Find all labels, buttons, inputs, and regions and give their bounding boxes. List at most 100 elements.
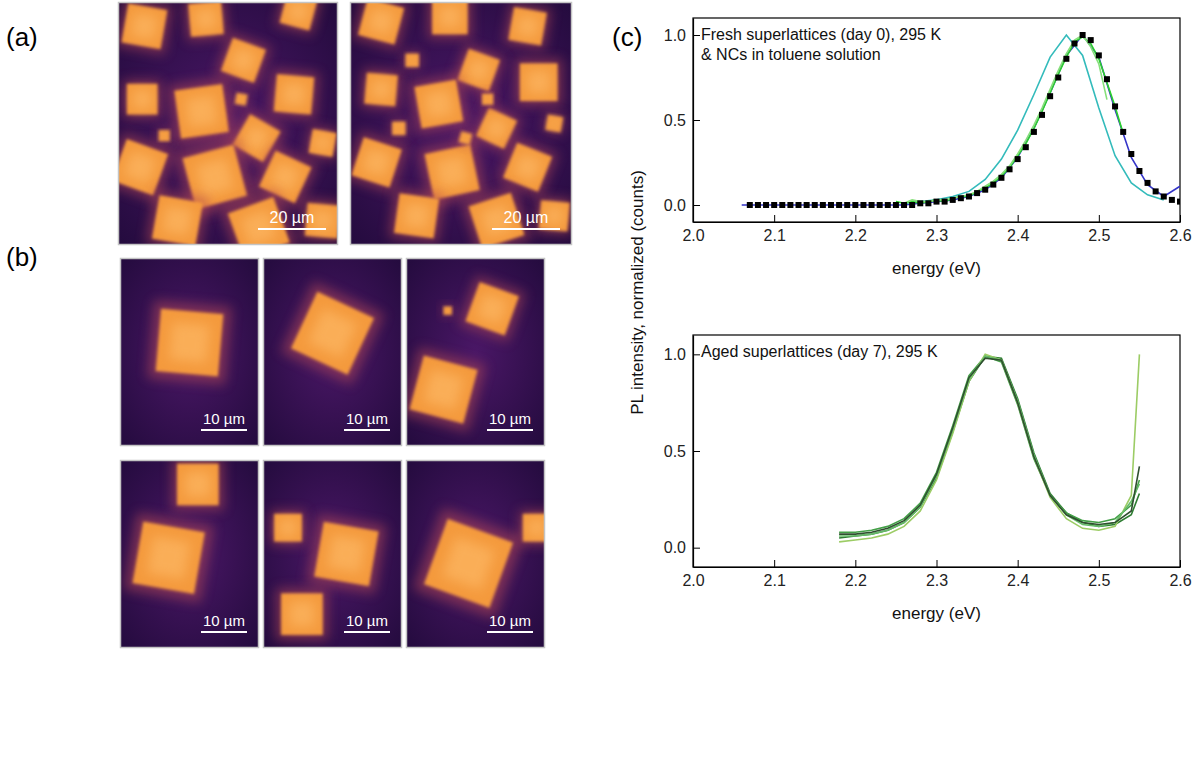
x-tick-label: 2.6 xyxy=(1169,572,1191,589)
crystal-glow xyxy=(409,74,470,135)
y-tick-label: 0.0 xyxy=(664,197,686,214)
data-point xyxy=(925,200,931,206)
data-point xyxy=(787,202,793,208)
x-tick: 2.2 xyxy=(845,560,867,589)
data-point xyxy=(869,202,875,208)
crystal-glow xyxy=(481,92,495,106)
scale-bar xyxy=(344,429,390,431)
y-tick-mark xyxy=(693,451,700,452)
superlattice-crystal xyxy=(276,588,328,640)
superlattice-crystal xyxy=(168,77,236,145)
crystal-core xyxy=(513,153,542,182)
crystal-glow xyxy=(306,514,386,594)
x-tick-label: 2.6 xyxy=(1169,227,1191,244)
crystal-body xyxy=(358,2,404,45)
micrograph-content xyxy=(263,460,402,648)
data-point xyxy=(1161,194,1167,200)
y-axis: 0.0 0.5 1.0 xyxy=(664,19,700,223)
micrograph-border xyxy=(407,461,545,648)
spectrum-line xyxy=(904,35,1164,203)
crystal-glow xyxy=(352,2,409,50)
y-tick: 1.0 xyxy=(664,346,700,363)
x-tick: 2.1 xyxy=(764,560,786,589)
micrograph-background xyxy=(120,460,259,648)
crystal-core xyxy=(237,95,245,103)
spectrum-panel: 2.02.12.22.32.42.52.60.00.51.0Fresh supe… xyxy=(664,18,1192,278)
data-point xyxy=(1096,52,1102,58)
crystal-glow xyxy=(276,588,328,640)
x-axis: 2.02.12.22.32.42.52.6 xyxy=(682,215,1191,244)
x-tick-mark xyxy=(1099,215,1100,222)
scale-bar xyxy=(487,429,533,431)
data-point xyxy=(974,190,980,196)
data-point xyxy=(998,175,1004,181)
crystal-body xyxy=(177,464,219,506)
data-point xyxy=(1120,129,1126,135)
superlattice-crystal xyxy=(233,91,249,107)
x-tick: 2.3 xyxy=(926,215,948,244)
crystal-glow xyxy=(428,2,472,39)
crystal-body xyxy=(156,309,224,377)
crystal-core xyxy=(362,147,392,177)
x-tick-mark xyxy=(774,560,775,567)
micrograph-content xyxy=(118,2,338,245)
crystal-core xyxy=(161,132,168,139)
superlattice-crystal xyxy=(515,59,562,106)
superlattice-crystal xyxy=(269,69,319,119)
crystal-core xyxy=(516,15,539,38)
data-point xyxy=(755,202,761,208)
crystal-glow xyxy=(515,59,562,106)
crystal-glow xyxy=(269,69,319,119)
data-point xyxy=(763,202,769,208)
y-tick-label: 1.0 xyxy=(664,346,686,363)
annotation: Aged superlattices (day 7), 295 K xyxy=(701,343,938,360)
data-point xyxy=(779,202,785,208)
x-tick: 2.3 xyxy=(926,560,948,589)
scale-bar-label: 10 µm xyxy=(203,612,245,629)
plot-area xyxy=(839,354,1139,542)
scale-bar xyxy=(201,631,247,633)
crystal-body xyxy=(424,144,479,199)
crystal-body xyxy=(274,74,315,115)
micrograph-border xyxy=(264,259,402,446)
crystal-body xyxy=(314,522,378,586)
crystal-body xyxy=(424,519,513,608)
crystal-body xyxy=(520,63,558,101)
spectrum-line xyxy=(839,358,1139,534)
y-tick: 0.5 xyxy=(664,112,700,129)
crystal-body xyxy=(392,122,405,135)
superlattice-crystal xyxy=(459,276,525,342)
data-point xyxy=(1039,112,1045,118)
crystal-core xyxy=(242,124,271,153)
crystal-core xyxy=(185,472,210,497)
micrograph-content xyxy=(406,258,545,446)
micrograph: 10 µm xyxy=(263,460,402,648)
panel-label: (a) xyxy=(6,22,38,52)
micrograph: 20 µm xyxy=(345,0,573,255)
plot-frame xyxy=(693,18,1180,222)
y-tick-label: 0.0 xyxy=(664,539,686,556)
superlattice-crystal xyxy=(404,52,421,69)
crystal-body xyxy=(235,93,248,106)
crystal-core xyxy=(403,202,430,229)
data-point xyxy=(796,202,802,208)
crystal-glow xyxy=(497,137,558,198)
crystal-core xyxy=(282,82,306,106)
crystal-core xyxy=(439,6,460,27)
crystal-glow xyxy=(168,77,236,145)
y-tick-label: 1.0 xyxy=(664,27,686,44)
x-tick-label: 2.3 xyxy=(926,227,948,244)
data-point xyxy=(1088,37,1094,43)
crystal-glow xyxy=(147,301,231,385)
micrograph-content xyxy=(350,2,572,245)
crystal-core xyxy=(123,150,157,184)
annotation: & NCs in toluene solution xyxy=(701,46,881,63)
crystal-body xyxy=(118,139,168,195)
superlattice-crystal xyxy=(157,129,171,143)
data-point xyxy=(820,202,826,208)
crystal-core xyxy=(185,95,218,128)
x-tick-label: 2.0 xyxy=(682,572,704,589)
data-point xyxy=(1177,199,1180,205)
x-tick-mark xyxy=(937,215,938,222)
micrograph-background xyxy=(263,258,402,446)
